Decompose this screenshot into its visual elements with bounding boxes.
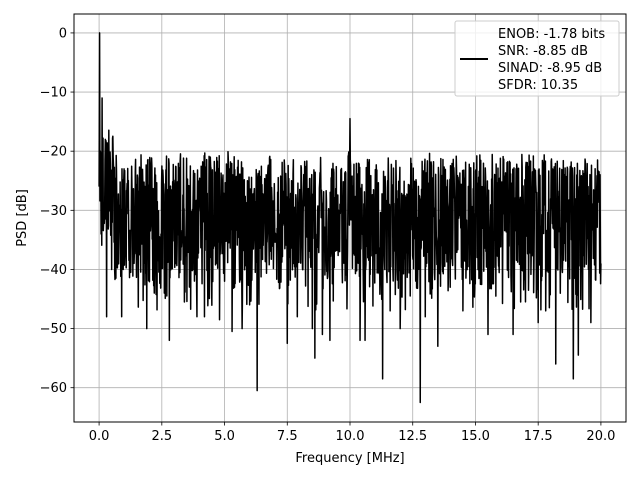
x-tick-label: 12.5 (398, 429, 427, 444)
x-tick-label: 15.0 (461, 429, 490, 444)
psd-series-line (98, 32, 602, 404)
x-axis-ticks: 0.0 2.5 5.0 7.5 10.0 12.5 15.0 17.5 20.0 (89, 422, 615, 444)
legend-entry-label: ENOB: -1.78 bits SNR: -8.85 dB SINAD: -8.9… (498, 27, 605, 93)
y-tick-label: −20 (40, 145, 67, 160)
x-tick-label: 17.5 (524, 429, 553, 444)
y-tick-label: −40 (40, 263, 67, 278)
x-tick-label: 7.5 (277, 429, 298, 444)
y-tick-label: 0 (59, 26, 67, 41)
legend-line: SNR: -8.85 dB (498, 44, 588, 59)
legend-line: ENOB: -1.78 bits (498, 27, 605, 42)
x-tick-label: 0.0 (89, 429, 110, 444)
x-tick-label: 2.5 (151, 429, 172, 444)
y-tick-label: −50 (40, 322, 67, 337)
y-tick-label: −30 (40, 204, 67, 219)
x-tick-label: 20.0 (586, 429, 615, 444)
y-tick-label: −60 (40, 381, 67, 396)
x-axis-label: Frequency [MHz] (295, 451, 404, 466)
psd-trace-group (98, 32, 602, 404)
y-tick-label: −10 (40, 86, 67, 101)
x-tick-label: 5.0 (214, 429, 235, 444)
y-axis-label: PSD [dB] (15, 189, 30, 247)
legend-line: SFDR: 10.35 (498, 78, 578, 93)
x-tick-label: 10.0 (336, 429, 365, 444)
legend: ENOB: -1.78 bits SNR: -8.85 dB SINAD: -8.9… (454, 20, 620, 97)
legend-line: SINAD: -8.95 dB (498, 61, 602, 76)
y-axis-ticks: 0 −10 −20 −30 −40 −50 −60 (40, 26, 74, 396)
legend-box (454, 20, 620, 97)
